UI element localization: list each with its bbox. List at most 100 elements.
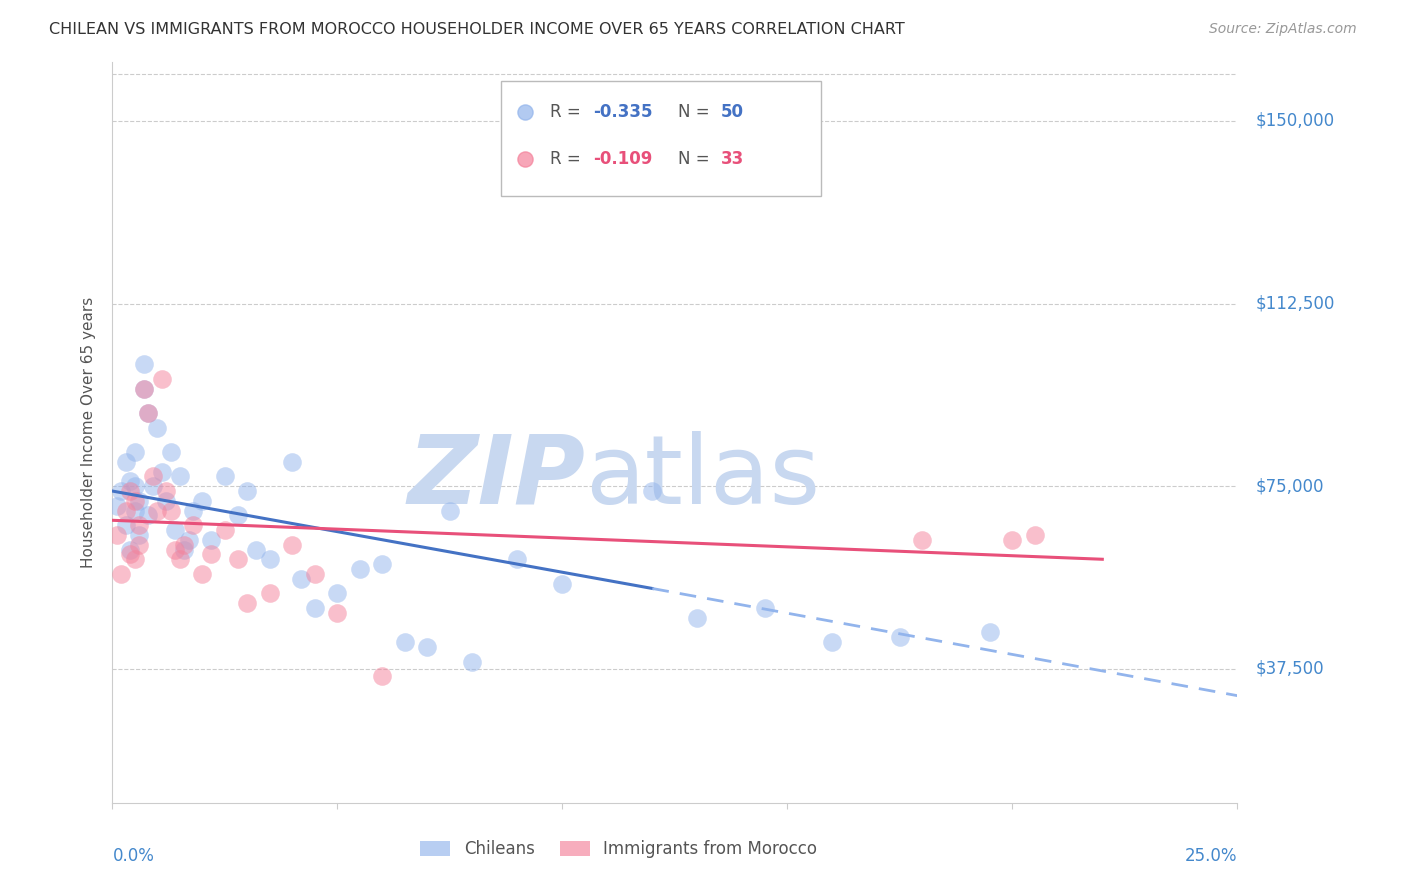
Point — [132, 382, 155, 396]
Point — [245, 542, 267, 557]
Text: 50: 50 — [721, 103, 744, 121]
Point — [105, 528, 128, 542]
Text: -0.335: -0.335 — [593, 103, 652, 121]
Point — [686, 610, 709, 624]
Point — [124, 552, 146, 566]
Point — [304, 601, 326, 615]
Point — [124, 445, 146, 459]
Text: $112,500: $112,500 — [1256, 294, 1334, 312]
Point — [124, 503, 146, 517]
Point — [1024, 528, 1046, 542]
Point — [228, 508, 250, 523]
Point — [281, 538, 304, 552]
Point — [236, 596, 259, 610]
Point — [155, 484, 177, 499]
Point — [120, 542, 142, 557]
Point — [120, 475, 142, 489]
Point — [142, 469, 165, 483]
Point — [236, 484, 259, 499]
Point — [146, 421, 169, 435]
Point — [191, 493, 214, 508]
Point — [132, 358, 155, 372]
Point — [191, 566, 214, 581]
Point — [911, 533, 934, 547]
Point — [506, 552, 529, 566]
Point — [371, 669, 394, 683]
Point — [177, 533, 200, 547]
Point — [165, 542, 187, 557]
Point — [821, 635, 844, 649]
Text: ZIP: ZIP — [406, 431, 585, 524]
Point — [146, 503, 169, 517]
Point — [124, 493, 146, 508]
Text: N =: N = — [678, 150, 716, 168]
Text: $37,500: $37,500 — [1256, 660, 1324, 678]
Point — [110, 566, 132, 581]
Point — [115, 455, 138, 469]
Text: 0.0%: 0.0% — [112, 847, 155, 864]
Point — [138, 406, 160, 420]
Text: R =: R = — [550, 103, 586, 121]
FancyBboxPatch shape — [501, 81, 821, 195]
Point — [138, 508, 160, 523]
Point — [326, 586, 349, 600]
Point — [160, 503, 183, 517]
Point — [1001, 533, 1024, 547]
Point — [128, 518, 150, 533]
Point — [259, 586, 281, 600]
Point — [228, 552, 250, 566]
Text: $75,000: $75,000 — [1256, 477, 1324, 495]
Point — [394, 635, 416, 649]
Text: atlas: atlas — [585, 431, 820, 524]
Text: N =: N = — [678, 103, 716, 121]
Point — [214, 523, 236, 537]
Point — [115, 518, 138, 533]
Point — [120, 548, 142, 562]
Point — [150, 465, 173, 479]
Point — [150, 372, 173, 386]
Point — [183, 503, 205, 517]
Point — [169, 552, 191, 566]
Point — [461, 655, 484, 669]
Point — [889, 630, 911, 644]
Point — [281, 455, 304, 469]
Point — [371, 557, 394, 571]
Point — [326, 606, 349, 620]
Point — [128, 528, 150, 542]
Point — [128, 538, 150, 552]
Point — [290, 572, 312, 586]
Point — [105, 499, 128, 513]
Point — [259, 552, 281, 566]
Point — [304, 566, 326, 581]
Point — [349, 562, 371, 576]
Text: $150,000: $150,000 — [1256, 112, 1334, 130]
Point — [124, 479, 146, 493]
Point — [115, 503, 138, 517]
Point — [120, 484, 142, 499]
Point — [641, 484, 664, 499]
Text: CHILEAN VS IMMIGRANTS FROM MOROCCO HOUSEHOLDER INCOME OVER 65 YEARS CORRELATION : CHILEAN VS IMMIGRANTS FROM MOROCCO HOUSE… — [49, 22, 905, 37]
Point — [416, 640, 439, 654]
Text: R =: R = — [550, 150, 586, 168]
Text: 25.0%: 25.0% — [1185, 847, 1237, 864]
Point — [200, 533, 222, 547]
Text: Source: ZipAtlas.com: Source: ZipAtlas.com — [1209, 22, 1357, 37]
Legend: Chileans, Immigrants from Morocco: Chileans, Immigrants from Morocco — [413, 833, 824, 865]
Point — [160, 445, 183, 459]
Point — [979, 625, 1001, 640]
Point — [138, 406, 160, 420]
Text: 33: 33 — [721, 150, 744, 168]
Point — [110, 484, 132, 499]
Point — [132, 382, 155, 396]
Point — [439, 503, 461, 517]
Point — [165, 523, 187, 537]
Point — [754, 601, 776, 615]
Point — [551, 576, 574, 591]
Point — [128, 493, 150, 508]
Point — [173, 538, 195, 552]
Point — [155, 493, 177, 508]
Y-axis label: Householder Income Over 65 years: Householder Income Over 65 years — [80, 297, 96, 568]
Point — [183, 518, 205, 533]
Point — [173, 542, 195, 557]
Point — [200, 548, 222, 562]
